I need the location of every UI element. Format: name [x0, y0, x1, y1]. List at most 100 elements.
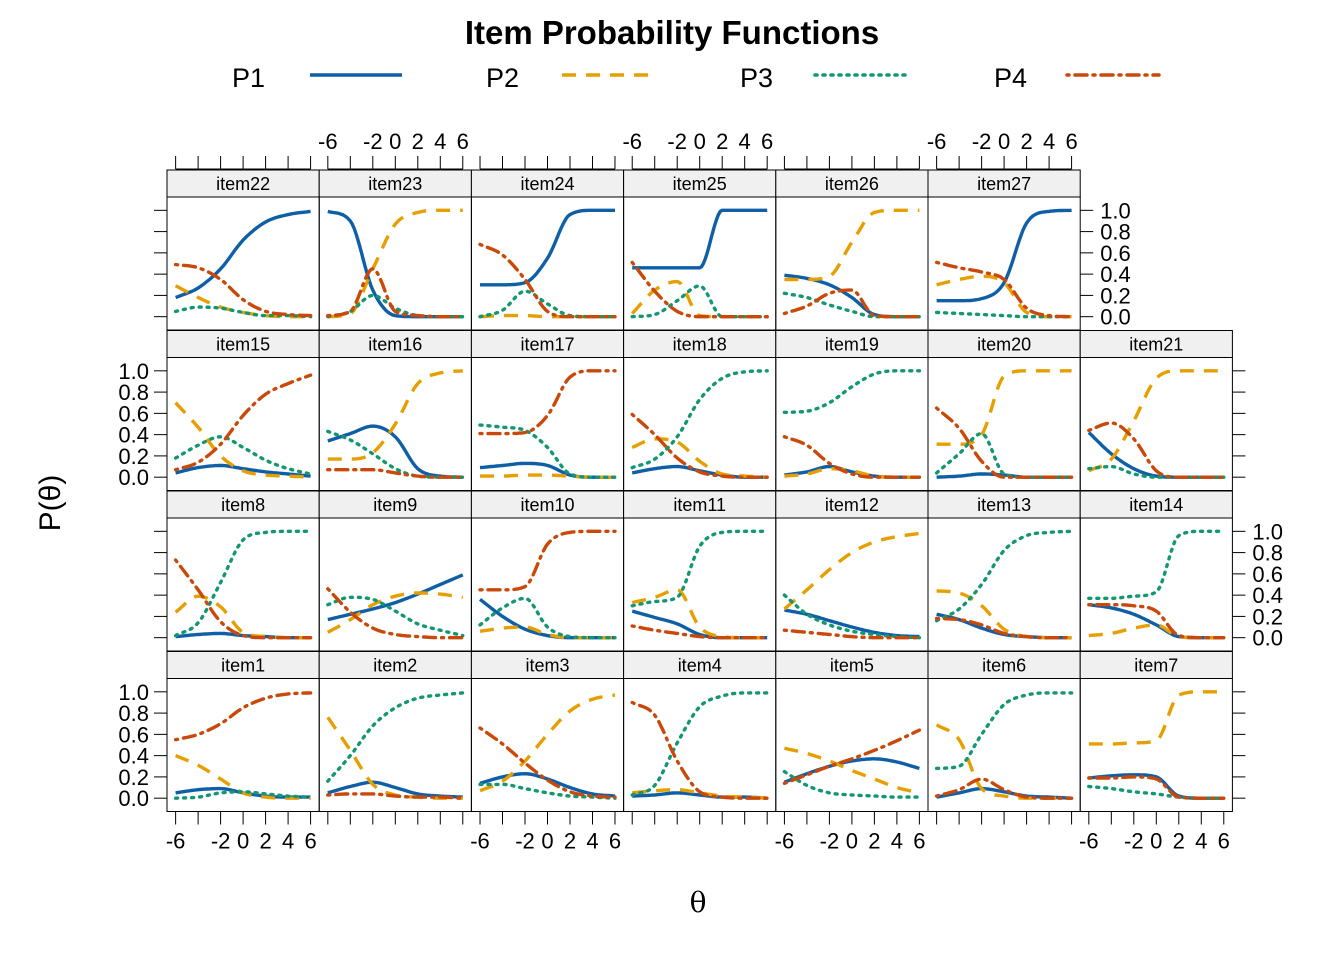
curve-item26-p1: [784, 273, 920, 319]
curve-item22-p1: [175, 209, 311, 300]
x-tick-label: -6: [927, 129, 947, 154]
panel-item23: item23: [318, 169, 472, 331]
curve-item7-p4: [1087, 775, 1226, 800]
curve-item15-p2: [174, 401, 311, 479]
panel-item27: item27: [927, 169, 1081, 331]
strip-item12: [775, 490, 929, 519]
y-axis-row2-right: 0.00.20.40.60.81.0: [1232, 519, 1283, 651]
plot-frame-item10: [470, 517, 625, 652]
strip-label-item7: item7: [1134, 656, 1178, 676]
panel-item1: item1: [166, 651, 320, 812]
strip-item19: [775, 330, 929, 358]
x-tick-label: -6: [775, 829, 795, 854]
panels: item1 item2 item3 item4 item5 item6 item7 item8…: [166, 169, 1233, 812]
panel-item3: item3: [470, 651, 625, 812]
x-axis-col4-top: [783, 156, 920, 170]
curve-item13-p4: [934, 616, 1074, 640]
x-tick-label: 6: [1065, 129, 1077, 154]
x-tick-label: 4: [739, 129, 751, 154]
strip-item4: [623, 651, 777, 679]
curve-item10-p3: [478, 596, 617, 640]
panel-item8: item8: [166, 490, 320, 652]
panel-item20: item20: [927, 330, 1081, 491]
curve-item14-p3: [1087, 529, 1226, 600]
curve-item19-p3: [782, 369, 922, 414]
y-tick-label: 1.0: [118, 680, 149, 705]
curve-item4-p4: [630, 700, 769, 800]
curve-item10-p4: [478, 529, 617, 592]
curve-item12-p4: [782, 628, 922, 640]
curve-item26-p3: [782, 291, 922, 319]
x-tick-label: -2: [972, 129, 992, 154]
plot-frame-item2: [318, 678, 472, 812]
y-axis-row0-left: [154, 209, 167, 318]
legend-label: P2: [486, 63, 519, 93]
y-tick-label: 0.0: [118, 786, 149, 811]
curve-item3-p1: [479, 771, 616, 798]
curve-item27-p1: [936, 208, 1072, 303]
curve-item13-p3: [934, 529, 1074, 623]
y-tick-label: 0.0: [118, 465, 149, 490]
y-axis-row3-right: [1232, 691, 1246, 799]
y-tick-label: 1.0: [1252, 519, 1283, 544]
chart-title: Item Probability Functions: [465, 14, 879, 51]
curve-item13-p2: [936, 589, 1072, 640]
x-tick-label: 2: [564, 829, 576, 854]
x-axis-col4-bottom: -6 -2 0 2 4 6: [775, 811, 926, 854]
strip-item9: [318, 490, 472, 519]
x-tick-label: -6: [166, 829, 186, 854]
curve-item17-p3: [478, 423, 617, 479]
strip-label-item25: item25: [673, 174, 727, 194]
curve-item8-p3: [173, 529, 313, 638]
panel-item19: item19: [775, 330, 929, 491]
curve-item24-p1: [480, 208, 615, 287]
x-tick-label: 0: [541, 829, 553, 854]
panel-item11: item11: [623, 490, 777, 652]
strip-item22: [166, 169, 320, 198]
x-axis-col5-bottom: [936, 811, 1073, 825]
panel-item14: item14: [1079, 490, 1233, 652]
x-tick-label: -6: [1079, 829, 1099, 854]
curve-item11-p3: [630, 529, 769, 608]
strip-label-item8: item8: [221, 495, 265, 515]
strip-item27: [927, 169, 1081, 198]
x-tick-label: 6: [609, 829, 621, 854]
strip-label-item10: item10: [520, 495, 574, 515]
panel-item6: item6: [927, 651, 1081, 812]
x-tick-label: 4: [282, 829, 294, 854]
curve-item3-p2: [479, 693, 616, 793]
strip-label-item23: item23: [368, 174, 422, 194]
curve-item25-p3: [630, 284, 769, 319]
curve-item7-p2: [1088, 690, 1224, 746]
curve-item19-p4: [782, 435, 922, 479]
legend-entry-p3: P3: [740, 63, 909, 93]
x-axis-col0-top: [175, 156, 312, 170]
x-axis-col0-bottom: -6 -2 0 2 4 6: [166, 811, 317, 854]
curve-item25-p4: [630, 260, 769, 319]
x-axis-col2-bottom: -6 -2 0 2 4 6: [470, 811, 621, 854]
strip-label-item6: item6: [982, 656, 1026, 676]
x-tick-label: -2: [820, 829, 840, 854]
curve-item18-p3: [630, 369, 769, 470]
curve-item16-p2: [327, 369, 463, 461]
y-axis-label: P(θ): [34, 475, 67, 532]
x-tick-label: 6: [1218, 829, 1230, 854]
curve-item23-p1: [327, 209, 463, 319]
plot-frame-item7: [1079, 678, 1233, 812]
y-tick-label: 0.2: [118, 444, 149, 469]
x-tick-label: 2: [868, 829, 880, 854]
strip-item26: [775, 169, 929, 198]
strip-label-item26: item26: [825, 174, 879, 194]
plot-frame-item22: [166, 196, 320, 331]
curve-item22-p4: [173, 262, 313, 318]
curve-item3-p3: [478, 782, 617, 800]
strip-item14: [1079, 490, 1233, 519]
strip-label-item5: item5: [830, 656, 874, 676]
y-tick-label: 0.6: [1100, 241, 1131, 266]
x-axis-label: θ: [690, 886, 707, 919]
curve-item22-p2: [174, 284, 311, 319]
x-axis-col3-bottom: [631, 811, 768, 825]
curve-item18-p2: [631, 437, 768, 479]
plot-frame-item11: [623, 517, 777, 652]
panel-item13: item13: [927, 490, 1081, 652]
